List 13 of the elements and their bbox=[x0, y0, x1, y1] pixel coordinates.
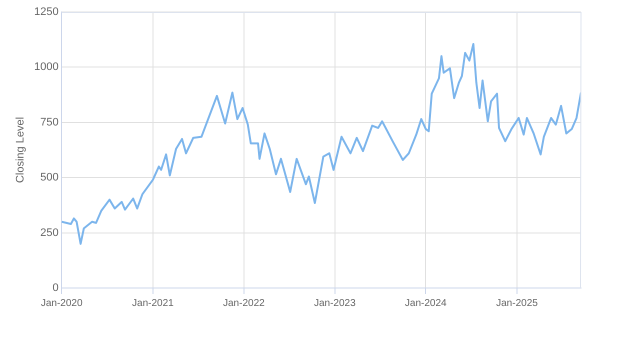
y-axis-title: Closing Level bbox=[14, 116, 27, 184]
x-tick-label: Jan-2024 bbox=[404, 298, 448, 309]
y-tick-label: 0 bbox=[52, 282, 59, 294]
x-tick-label: Jan-2023 bbox=[314, 298, 356, 309]
y-tick-label: 500 bbox=[40, 172, 59, 184]
x-tick-label: Jan-2022 bbox=[222, 298, 266, 309]
y-tick-label: 1000 bbox=[34, 61, 59, 74]
x-tick-label: Jan-2020 bbox=[40, 298, 83, 309]
y-tick-label: 250 bbox=[40, 226, 59, 239]
y-tick-label: 750 bbox=[40, 116, 59, 128]
x-tick-label: Jan-2021 bbox=[132, 298, 174, 309]
x-tick-label: Jan-2025 bbox=[496, 298, 538, 309]
y-tick-label: 1250 bbox=[34, 6, 59, 18]
